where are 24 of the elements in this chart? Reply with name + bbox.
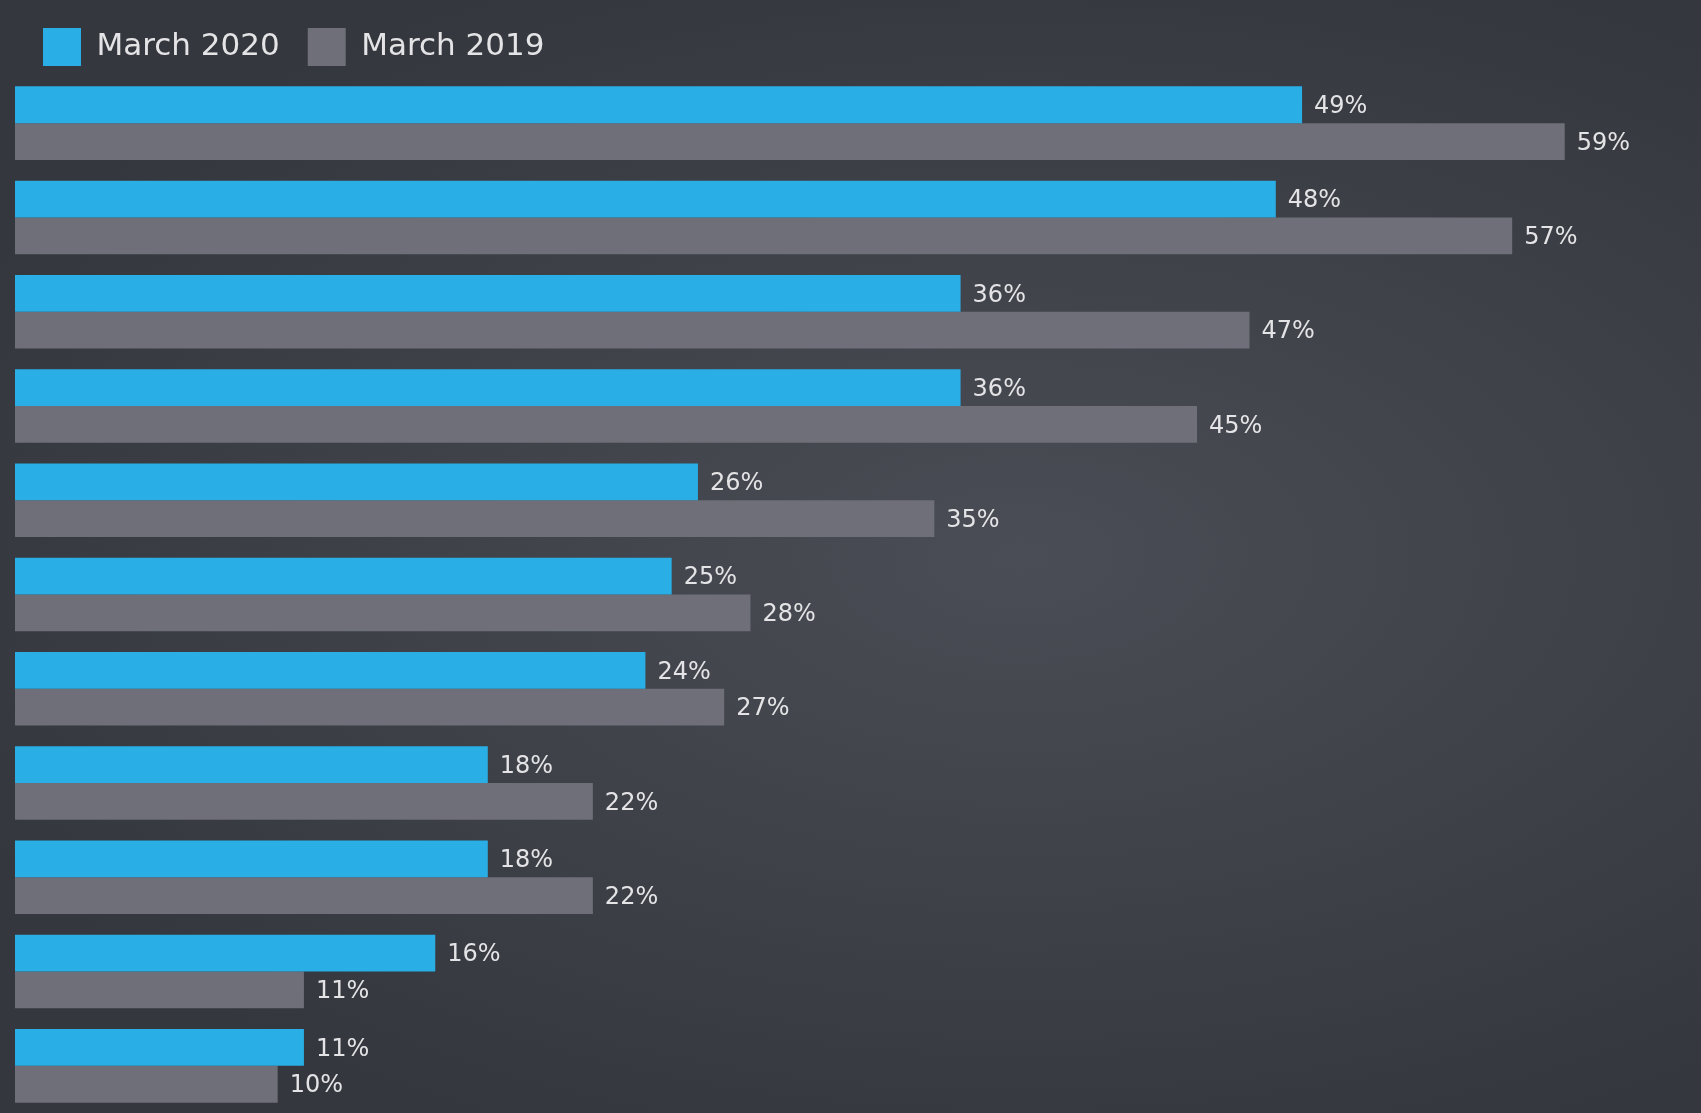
data-label: 25% <box>683 562 738 591</box>
data-label: 18% <box>499 750 554 779</box>
legend-label: March 2019 <box>361 26 545 63</box>
data-label: 48% <box>1287 185 1342 214</box>
data-label: 22% <box>604 787 659 816</box>
data-label: 45% <box>1209 410 1263 439</box>
data-label: 36% <box>972 279 1026 308</box>
data-label: 11% <box>315 976 370 1005</box>
data-label: 22% <box>604 881 659 910</box>
data-label: 18% <box>499 845 554 874</box>
data-label: 59% <box>1576 127 1631 156</box>
data-label: 35% <box>946 504 1000 533</box>
data-label: 26% <box>709 468 764 497</box>
data-label: 36% <box>972 373 1026 402</box>
data-label: 11% <box>315 1033 370 1062</box>
data-label: 28% <box>762 599 816 628</box>
data-label: 16% <box>447 939 501 968</box>
legend-label: March 2020 <box>96 26 280 63</box>
data-label: 10% <box>289 1070 344 1099</box>
data-label: 24% <box>657 656 711 685</box>
data-label: 47% <box>1261 316 1315 345</box>
data-label: 57% <box>1524 222 1578 251</box>
data-label: 27% <box>736 693 790 722</box>
data-label: 49% <box>1314 90 1368 119</box>
